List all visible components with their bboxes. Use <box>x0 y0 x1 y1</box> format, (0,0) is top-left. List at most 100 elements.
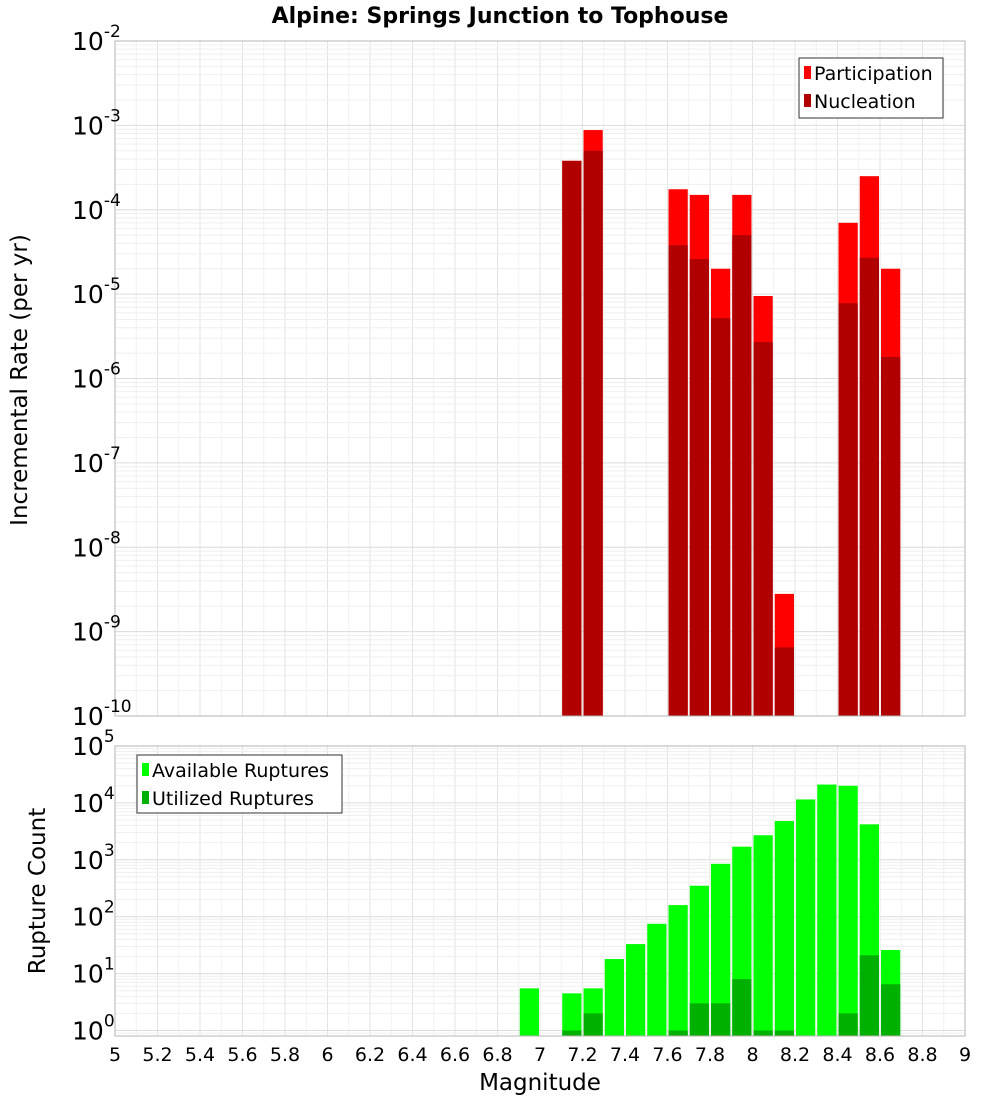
x-tick-labels: 5 5.2 5.4 5.6 5.8 6 6.2 6.4 6.6 6.8 7 7.2 7.4 7.6 7.8 8… <box>109 1044 971 1066</box>
y-tick-label: 10-10 <box>72 697 132 731</box>
y-tick-label: 10-6 <box>72 360 121 394</box>
y-tick-label: 10-8 <box>72 528 121 562</box>
series-utilized-ruptures <box>562 955 901 1036</box>
bar <box>711 863 731 1036</box>
bar <box>881 356 901 716</box>
x-tick-label: 7.6 <box>652 1044 682 1066</box>
count-y-axis-label: Rupture Count <box>25 808 51 974</box>
y-tick-label: 10-2 <box>72 22 121 56</box>
x-tick-label: 7 <box>534 1044 546 1066</box>
bar <box>689 885 709 1036</box>
legend-swatch <box>142 763 149 776</box>
y-tick-label: 104 <box>72 784 115 818</box>
bar <box>668 1030 688 1036</box>
legend-label: Nucleation <box>814 91 916 113</box>
y-tick-label: 10-4 <box>72 191 121 225</box>
x-tick-label: 5.8 <box>270 1044 300 1066</box>
bar <box>604 959 624 1036</box>
rate-y-axis-label: Incremental Rate (per yr) <box>7 234 33 526</box>
bar <box>562 1030 582 1036</box>
x-tick-label: 7.8 <box>695 1044 725 1066</box>
bar <box>859 257 879 716</box>
bar <box>519 988 539 1036</box>
bars <box>562 130 901 717</box>
x-tick-label: 5.2 <box>142 1044 172 1066</box>
legend-box <box>798 57 944 119</box>
legend-swatch <box>804 66 811 79</box>
bar <box>626 944 646 1036</box>
x-tick-label: 6.4 <box>397 1044 427 1066</box>
series-available-ruptures <box>519 784 901 1036</box>
x-tick-label: 8.4 <box>822 1044 852 1066</box>
legend-label: Available Ruptures <box>152 760 329 782</box>
y-tick-label: 10-5 <box>72 275 121 309</box>
legend-label: Participation <box>814 63 933 85</box>
bar <box>774 821 794 1036</box>
bar <box>647 923 667 1036</box>
legend-swatch <box>142 791 149 804</box>
x-tick-label: 5.6 <box>227 1044 257 1066</box>
x-tick-label: 8.8 <box>907 1044 937 1066</box>
legend: Available Ruptures Utilized Ruptures <box>136 754 343 814</box>
bar <box>668 905 688 1036</box>
x-tick-label: 5.4 <box>185 1044 215 1066</box>
bar <box>668 245 688 717</box>
bar <box>732 235 752 716</box>
legend-box <box>136 754 343 814</box>
y-tick-labels: 100 101 102 103 104 105 <box>72 727 115 1045</box>
x-axis-label: Magnitude <box>479 1070 601 1096</box>
bars <box>519 784 901 1036</box>
x-tick-label: 6.8 <box>482 1044 512 1066</box>
x-tick-label: 8 <box>746 1044 758 1066</box>
bar <box>838 303 858 716</box>
bar <box>838 1013 858 1036</box>
y-tick-labels: 10-10 10-9 10-8 10-7 10-6 10-5 10-4 10-3 10-2 <box>72 22 132 731</box>
bar <box>689 1003 709 1036</box>
chart-title: Alpine: Springs Junction to Tophouse <box>272 4 729 29</box>
bar <box>817 784 837 1036</box>
bar <box>774 647 794 716</box>
x-tick-label: 8.2 <box>780 1044 810 1066</box>
bar <box>796 799 816 1036</box>
bar <box>859 955 879 1036</box>
bar <box>753 342 773 716</box>
bar <box>689 259 709 716</box>
bar <box>753 1030 773 1036</box>
bar <box>881 984 901 1036</box>
y-tick-label: 103 <box>72 841 115 875</box>
legend-label: Utilized Ruptures <box>152 788 314 810</box>
x-tick-label: 6 <box>321 1044 333 1066</box>
x-tick-label: 6.6 <box>440 1044 470 1066</box>
bar <box>562 160 582 717</box>
series-nucleation <box>562 150 901 717</box>
y-tick-label: 105 <box>72 727 115 761</box>
plot-frame <box>114 40 966 717</box>
bar <box>711 318 731 716</box>
y-tick-label: 100 <box>72 1011 115 1045</box>
bar <box>711 1003 731 1036</box>
bar <box>732 979 752 1036</box>
grid <box>114 40 966 717</box>
rate-panel: 10-10 10-9 10-8 10-7 10-6 10-5 10-4 10-3 10-2 Par… <box>72 22 966 731</box>
x-tick-label: 7.4 <box>610 1044 640 1066</box>
plot-frame <box>114 745 966 1037</box>
x-tick-label: 8.6 <box>865 1044 895 1066</box>
x-tick-label: 6.2 <box>355 1044 385 1066</box>
y-tick-label: 10-9 <box>72 613 121 647</box>
legend: Participation Nucleation <box>798 57 944 119</box>
legend-swatch <box>804 94 811 107</box>
x-tick-label: 7.2 <box>567 1044 597 1066</box>
y-tick-label: 101 <box>72 955 115 989</box>
y-tick-label: 102 <box>72 898 115 932</box>
x-tick-label: 5 <box>109 1044 121 1066</box>
y-tick-label: 10-7 <box>72 444 121 478</box>
bar <box>753 835 773 1036</box>
bar <box>583 150 603 716</box>
x-tick-label: 9 <box>959 1044 971 1066</box>
bar <box>838 785 858 1036</box>
bar <box>774 1030 794 1036</box>
bar <box>562 993 582 1036</box>
y-tick-label: 10-3 <box>72 106 121 140</box>
count-panel: 100 101 102 103 104 105 5 5.2 5.4 5.6 5.8 6 6.2 6.4 6.… <box>72 727 971 1066</box>
